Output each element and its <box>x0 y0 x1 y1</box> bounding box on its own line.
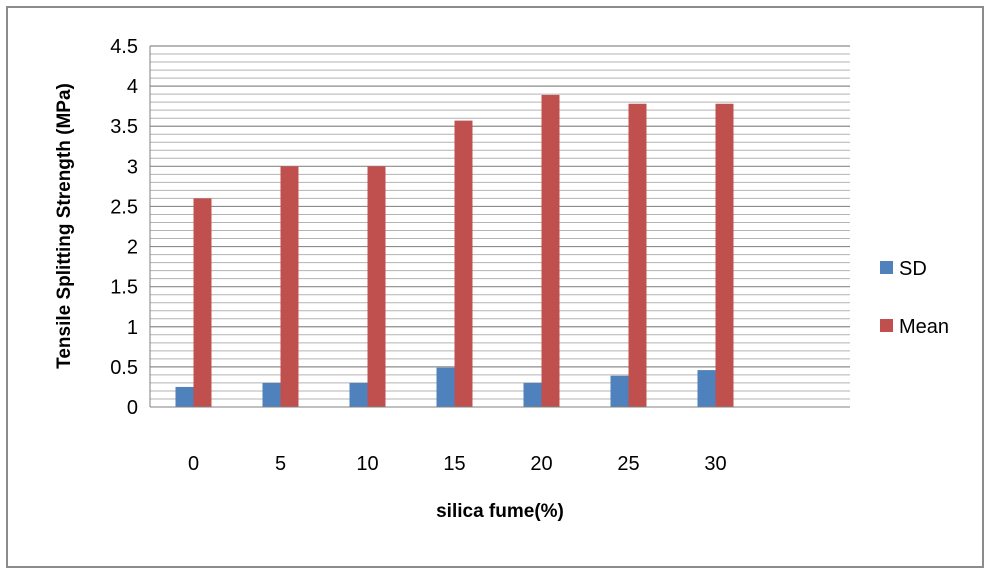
y-axis-title: Tensile Splitting Strength (MPa) <box>54 83 75 369</box>
x-tick-label: 15 <box>443 453 465 475</box>
y-tick-label: 3.5 <box>110 116 138 138</box>
bar-sd-20 <box>523 382 542 407</box>
bar-sd-10 <box>349 382 368 407</box>
x-tick-label: 5 <box>275 453 286 475</box>
y-tick-label: 0.5 <box>110 357 138 379</box>
legend-label-mean: Mean <box>899 316 949 338</box>
y-tick-label: 1.5 <box>110 277 138 299</box>
y-tick-label: 2 <box>127 237 138 259</box>
y-tick-label: 1 <box>127 317 138 339</box>
x-tick-label: 20 <box>530 453 552 475</box>
x-tick-label: 25 <box>617 453 639 475</box>
y-tick-label: 3 <box>127 156 138 178</box>
legend-swatch-mean <box>880 319 893 332</box>
legend-label-sd: SD <box>899 258 927 280</box>
bar-sd-25 <box>610 375 629 407</box>
bar-sd-0 <box>175 386 194 407</box>
bar-mean-0 <box>193 198 212 407</box>
x-tick-label: 30 <box>704 453 726 475</box>
bars <box>175 94 734 408</box>
bar-mean-15 <box>454 120 473 408</box>
y-tick-labels: 0 0.5 1 1.5 2 2.5 3 3.5 4 4.5 <box>110 36 138 419</box>
y-tick-label: 4.5 <box>110 36 138 58</box>
y-tick-label: 0 <box>127 397 138 419</box>
x-tick-label: 0 <box>188 453 199 475</box>
bar-mean-25 <box>628 103 647 407</box>
bar-mean-10 <box>367 166 386 407</box>
bar-sd-30 <box>697 370 716 407</box>
legend-swatch-sd <box>880 261 893 274</box>
x-tick-labels: 0 5 10 15 20 25 30 <box>188 453 727 475</box>
bar-mean-5 <box>280 166 299 407</box>
y-tick-label: 4 <box>127 76 138 98</box>
x-axis-title: silica fume(%) <box>436 501 564 522</box>
bar-sd-5 <box>262 382 281 407</box>
bar-mean-20 <box>541 94 560 408</box>
legend: SD Mean <box>880 258 949 338</box>
y-tick-label: 2.5 <box>110 196 138 218</box>
bar-mean-30 <box>715 103 734 407</box>
bar-sd-15 <box>436 367 455 407</box>
x-tick-label: 10 <box>356 453 378 475</box>
